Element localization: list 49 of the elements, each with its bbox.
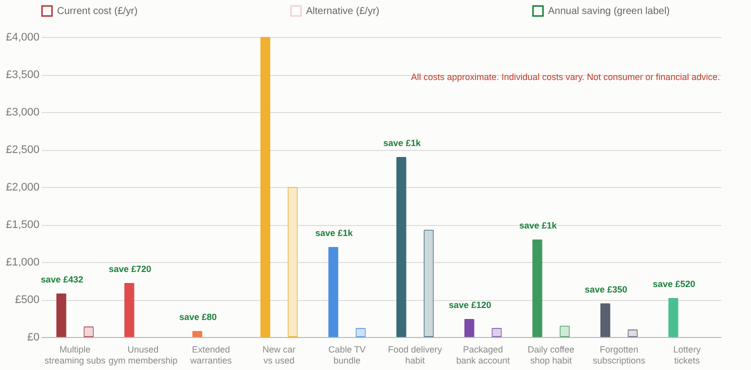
bar <box>492 328 502 337</box>
legend-label: Current cost (£/yr) <box>57 6 138 17</box>
x-tick-label: Forgotten subscriptions <box>592 344 646 366</box>
bar <box>628 330 638 337</box>
bar <box>668 298 678 337</box>
bar <box>288 187 298 337</box>
x-tick-label: Extended warranties <box>189 344 232 366</box>
bar <box>396 157 406 337</box>
x-tick-label: Food delivery habit <box>388 344 443 366</box>
data-label: save £1k <box>315 228 354 238</box>
y-tick-label: £3,500 <box>6 69 40 81</box>
y-tick-label: £4,000 <box>6 32 40 44</box>
data-label: save £1k <box>383 138 422 148</box>
x-tick-label: Packaged bank account <box>456 344 510 366</box>
y-tick-label: £2,000 <box>6 182 40 194</box>
bar <box>600 303 610 337</box>
bar <box>356 328 366 337</box>
legend-label: Alternative (£/yr) <box>306 6 380 17</box>
x-tick-label: Unused gym membership <box>108 344 178 366</box>
bar <box>464 319 474 337</box>
bar <box>192 331 202 337</box>
y-tick-label: £2,500 <box>6 144 40 156</box>
x-tick-label: Cable TV bundle <box>328 344 366 366</box>
data-label: save £120 <box>448 300 492 310</box>
x-tick-label: Multiple streaming subs <box>44 344 106 366</box>
data-label: save £720 <box>108 264 152 274</box>
x-tick-label: Lottery tickets <box>673 344 702 366</box>
bar <box>84 326 94 337</box>
y-tick-label: £500 <box>15 294 40 306</box>
y-tick-label: £1,000 <box>6 256 40 268</box>
data-label: save £1k <box>519 220 558 230</box>
data-label: save £80 <box>179 312 217 322</box>
x-tick-label: New car vs used <box>262 344 296 366</box>
legend-label: Annual saving (green label) <box>548 6 670 17</box>
bar <box>532 240 542 337</box>
x-tick-label: Daily coffee shop habit <box>528 344 574 366</box>
data-label: save £432 <box>40 274 84 284</box>
data-label: save £350 <box>584 284 628 294</box>
annotation: All costs approximate. Individual costs vary. Not consumer or financial advice. <box>411 72 720 82</box>
bar <box>260 37 270 337</box>
bar <box>328 247 338 337</box>
bar <box>560 326 570 337</box>
bar <box>124 283 134 337</box>
bar <box>424 230 434 337</box>
data-label: save £520 <box>652 279 696 289</box>
y-tick-label: £3,000 <box>6 106 40 118</box>
y-tick-label: £0 <box>27 332 40 344</box>
y-tick-label: £1,500 <box>6 219 40 231</box>
bar <box>56 294 66 337</box>
